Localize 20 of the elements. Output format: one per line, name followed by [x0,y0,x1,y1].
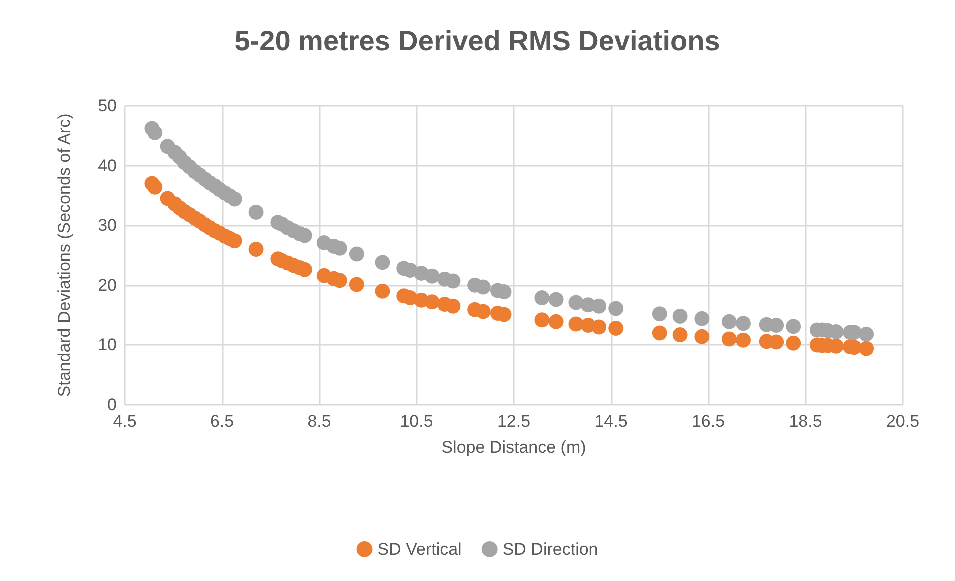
y-tick-label: 10 [98,336,117,355]
x-axis-title: Slope Distance (m) [442,438,586,457]
y-tick-label: 30 [98,216,117,236]
x-tick-label: 18.5 [789,412,822,431]
x-tick-label: 16.5 [692,412,726,431]
x-tick-label: 4.5 [113,412,137,431]
y-tick-label: 0 [108,396,117,414]
legend-label: SD Vertical [378,540,462,559]
x-tick-label: 20.5 [886,412,920,431]
x-tick-label: 14.5 [594,412,628,431]
y-tick-label: 40 [98,156,117,176]
legend-label: SD Direction [502,540,598,559]
x-tick-label: 10.5 [400,412,434,431]
x-tick-label: 8.5 [308,412,332,431]
y-tick-label: 20 [98,276,117,295]
y-tick-label: 50 [98,96,117,116]
x-tick-label: 12.5 [497,412,531,431]
y-axis-title: Standard Deviations (Seconds of Arc) [55,114,74,398]
x-tick-label: 6.5 [210,412,234,431]
chart-title: 5-20 metres Derived RMS Deviations [234,26,720,56]
